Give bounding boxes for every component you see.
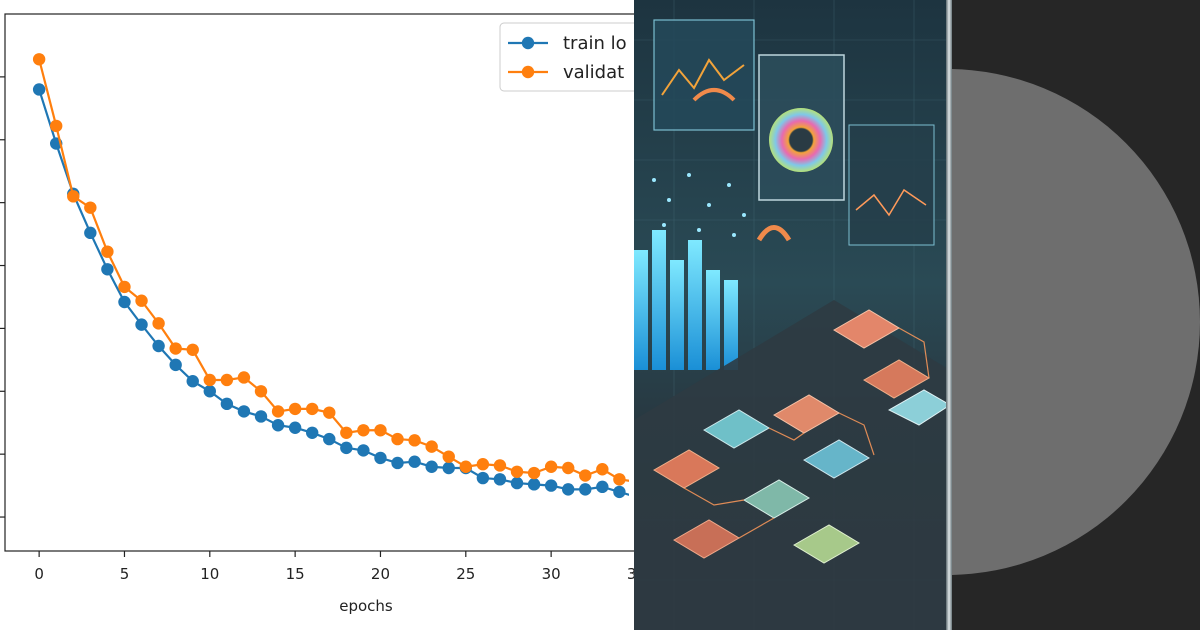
series-1-point-18 (340, 426, 353, 439)
x-tick-label-6: 30 (542, 565, 561, 583)
series-0-point-31 (562, 483, 575, 496)
panel-divider (946, 0, 952, 630)
circuit-art (634, 0, 950, 630)
series-1-point-20 (374, 424, 387, 437)
series-0-point-20 (374, 451, 387, 465)
x-tick-label-0: 0 (34, 565, 44, 583)
series-0-point-4 (101, 263, 114, 276)
x-tick-label-7: 35 (627, 565, 634, 583)
series-layer (32, 53, 629, 499)
data-dots (652, 173, 746, 237)
series-1-point-9 (186, 343, 199, 356)
series-1-point-15 (288, 402, 302, 416)
series-0-point-34 (613, 485, 626, 499)
series-0-point-27 (493, 473, 507, 486)
x-tick-label-1: 5 (120, 565, 130, 583)
disc-graphic (952, 69, 1200, 575)
series-1-point-0 (32, 53, 46, 66)
series-0-point-14 (271, 419, 285, 432)
series-1-point-26 (476, 458, 490, 471)
series-0-point-22 (408, 455, 421, 468)
series-0-point-3 (84, 226, 97, 240)
x-tick-label-2: 10 (200, 565, 219, 583)
gray-disc (952, 69, 1200, 575)
series-1-point-32 (579, 469, 592, 482)
series-1-point-10 (203, 373, 216, 387)
series-1-point-34 (613, 473, 626, 486)
series-0-point-18 (340, 441, 353, 455)
series-1-point-16 (306, 402, 319, 416)
series-0-point-33 (596, 480, 609, 494)
series-0-point-9 (186, 375, 199, 388)
series-0-point-26 (476, 471, 490, 485)
series-1-point-2 (67, 190, 80, 203)
series-0-point-17 (323, 432, 336, 446)
series-0-point-15 (288, 421, 302, 434)
series-1-point-14 (271, 405, 285, 418)
series-0-point-11 (220, 397, 234, 411)
series-0-point-8 (169, 358, 182, 372)
series-1-point-23 (425, 440, 438, 453)
series-1-point-28 (510, 465, 524, 478)
plot-frame (4, 13, 634, 552)
series-1-point-27 (493, 459, 507, 472)
series-1-point-3 (84, 201, 97, 214)
loss-chart: 0 5 10 15 20 25 30 35 epochs train lo validat (0, 13, 634, 615)
series-0-point-32 (579, 483, 592, 496)
series-1-point-5 (118, 280, 131, 294)
legend-marker-0 (521, 36, 535, 50)
series-0-point-28 (510, 476, 524, 490)
series-1-point-13 (254, 385, 268, 398)
donut-chart-icon (769, 108, 833, 172)
series-0-point-13 (254, 410, 268, 423)
series-0-point-7 (152, 339, 165, 353)
series-1-point-7 (152, 317, 165, 330)
y-ticks (0, 76, 5, 518)
series-0-point-5 (118, 295, 131, 309)
circuit-traces (683, 327, 930, 539)
legend-marker-1 (521, 65, 535, 79)
series-1-point-1 (50, 119, 63, 133)
x-ticks: 0 5 10 15 20 25 30 35 (34, 551, 634, 583)
legend-label-0: train lo (563, 33, 627, 54)
series-1-point-29 (527, 466, 541, 480)
series-0-point-12 (237, 405, 251, 418)
series-1-point-12 (237, 371, 251, 384)
series-1-point-24 (442, 450, 455, 463)
series-1-point-4 (101, 245, 114, 258)
series-0-point-6 (135, 318, 148, 331)
series-1-point-21 (391, 432, 404, 446)
series-1-point-19 (357, 424, 370, 437)
series-0-point-19 (357, 444, 370, 457)
x-tick-label-5: 25 (456, 565, 475, 583)
x-axis-label: epochs (339, 597, 393, 615)
x-tick-label-3: 15 (286, 565, 305, 583)
series-1-point-11 (220, 373, 234, 387)
circuit-illustration (634, 0, 950, 630)
series-0-point-21 (391, 456, 404, 470)
series-0-point-30 (544, 479, 558, 492)
series-1-point-17 (323, 406, 336, 419)
series-0-point-29 (527, 478, 541, 491)
chips (653, 309, 950, 564)
legend-label-1: validat (563, 62, 624, 83)
series-1-point-30 (544, 460, 558, 473)
series-1-point-8 (169, 342, 182, 355)
legend: train lo validat (499, 22, 634, 92)
series-1-point-31 (562, 461, 575, 475)
series-1-point-6 (135, 294, 148, 307)
series-0-point-23 (425, 460, 438, 473)
dashboard-screens (653, 19, 935, 246)
series-0-point-16 (306, 426, 319, 439)
series-0-point-10 (203, 385, 216, 398)
series-1-point-22 (408, 434, 421, 447)
series-0-point-0 (32, 83, 46, 96)
glowing-bars (634, 230, 738, 370)
line-chart-panel: 0 5 10 15 20 25 30 35 epochs train lo validat (0, 13, 634, 615)
disc-panel (952, 0, 1200, 630)
series-1-point-25 (459, 460, 472, 473)
series-0-point-24 (442, 461, 455, 475)
series-1-point-33 (596, 463, 609, 476)
x-tick-label-4: 20 (371, 565, 390, 583)
